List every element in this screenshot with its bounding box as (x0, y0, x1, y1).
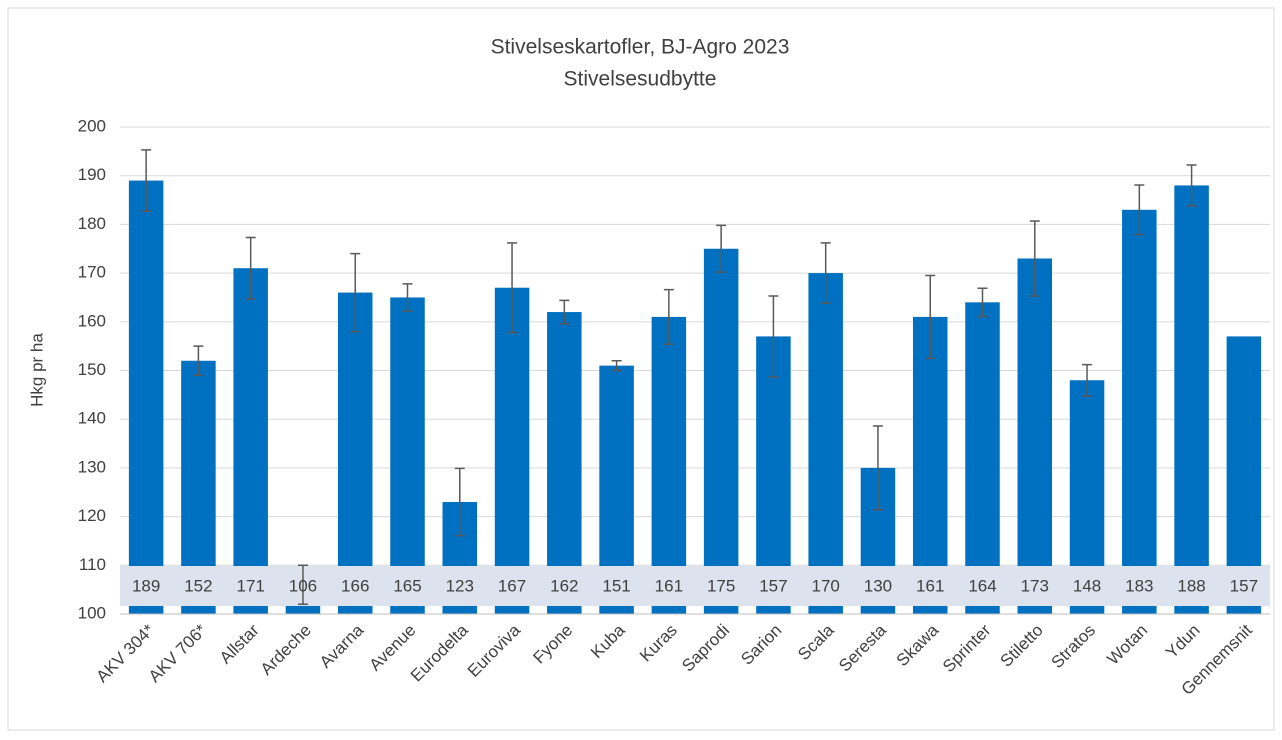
bar (547, 312, 582, 614)
chart-border (7, 7, 1275, 731)
data-label: 164 (968, 576, 996, 595)
error-bar (350, 252, 361, 333)
data-label: 157 (1230, 576, 1258, 595)
y-axis-label: Hkg pr ha (27, 333, 46, 407)
y-tick-label: 100 (78, 603, 106, 622)
y-tick-label: 110 (79, 555, 106, 574)
data-label: 123 (446, 576, 474, 595)
y-tick-label: 170 (78, 263, 106, 282)
bar (337, 292, 373, 614)
error-bar (507, 242, 518, 334)
bar (912, 316, 948, 614)
error-bar (716, 224, 727, 273)
y-tick-label: 150 (78, 360, 106, 379)
error-bar (925, 274, 936, 360)
error-bar (402, 283, 413, 312)
error-bar (768, 295, 779, 378)
bar (1017, 258, 1053, 614)
y-tick-label: 120 (78, 506, 106, 525)
data-label: 173 (1021, 576, 1049, 595)
data-label: 189 (132, 576, 160, 595)
data-label: 161 (655, 576, 683, 595)
y-tick-label: 200 (78, 116, 106, 135)
y-tick-label: 180 (78, 214, 106, 233)
error-bar (820, 242, 831, 305)
data-label: 151 (602, 576, 630, 595)
bar (965, 302, 1000, 614)
error-bar (1186, 164, 1197, 207)
bar (703, 248, 739, 614)
data-label: 152 (184, 576, 212, 595)
error-bar (454, 467, 465, 537)
error-bar (297, 564, 308, 606)
bar (233, 268, 268, 614)
error-bar (193, 345, 204, 377)
error-bar (559, 299, 570, 325)
data-label: 166 (341, 576, 369, 595)
data-label: 106 (289, 576, 317, 595)
data-label: 175 (707, 576, 735, 595)
error-bar (245, 236, 256, 300)
data-label-band (120, 566, 1270, 606)
data-label: 188 (1177, 576, 1205, 595)
error-bar (872, 425, 883, 511)
bar (651, 316, 687, 614)
bar (390, 297, 425, 614)
bar (1122, 209, 1157, 615)
y-tick-label: 160 (78, 311, 106, 330)
data-label: 162 (550, 576, 578, 595)
chart-title: Stivelseskartofler, BJ-Agro 2023 (491, 36, 790, 59)
y-tick-label: 130 (78, 457, 106, 476)
bar (494, 287, 530, 614)
error-bar (611, 360, 622, 372)
data-label: 148 (1073, 576, 1101, 595)
y-tick-label: 190 (78, 165, 106, 184)
error-bar (1134, 184, 1145, 236)
data-label: 183 (1125, 576, 1153, 595)
chart-subtitle: Stivelsesudbytte (564, 68, 717, 91)
data-label: 167 (498, 576, 526, 595)
error-bar (977, 287, 988, 318)
data-label: 130 (864, 576, 892, 595)
bar (1174, 185, 1209, 614)
error-bar (663, 288, 674, 345)
data-label: 171 (236, 576, 264, 595)
error-bar (1082, 363, 1093, 397)
error-bar (1029, 220, 1040, 297)
data-label: 157 (759, 576, 787, 595)
bar (808, 273, 843, 614)
bar (128, 180, 164, 614)
error-bar (141, 149, 152, 213)
data-label: 165 (393, 576, 421, 595)
data-label: 161 (916, 576, 944, 595)
y-tick-label: 140 (78, 409, 106, 428)
data-label: 170 (811, 576, 839, 595)
